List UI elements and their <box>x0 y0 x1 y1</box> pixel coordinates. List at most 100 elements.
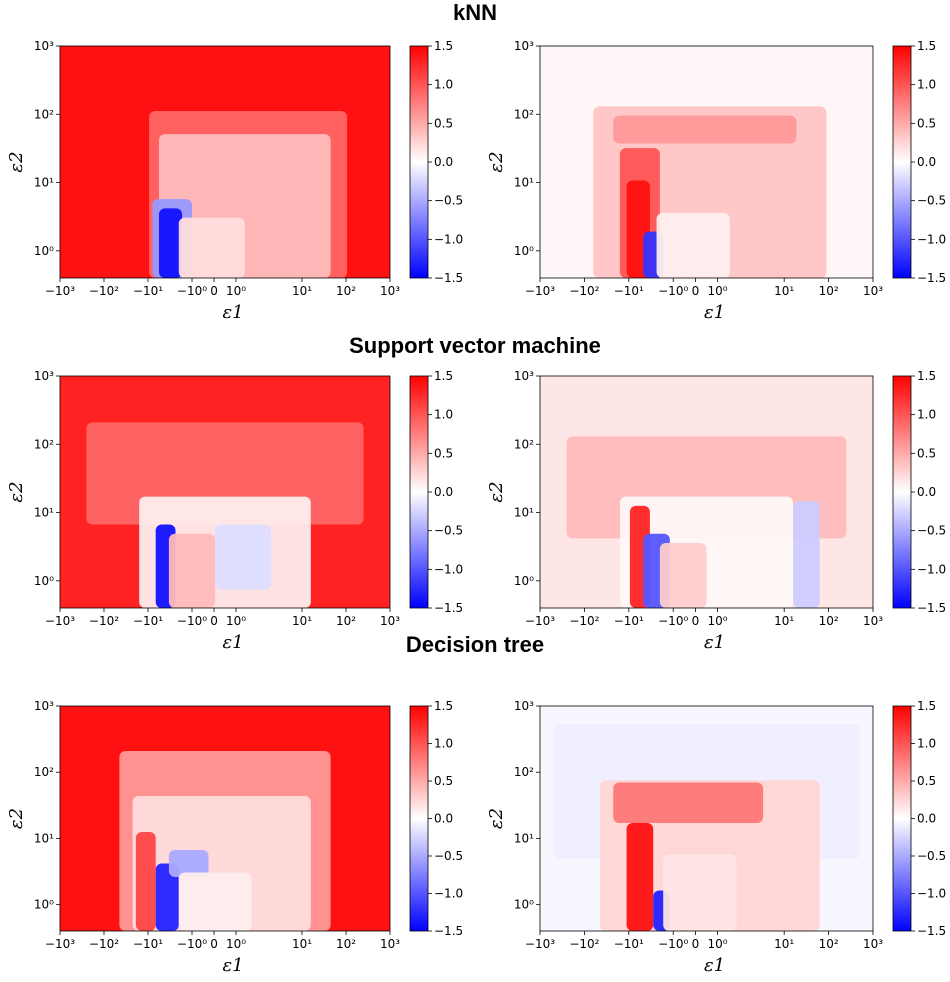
x-tick-label: 10² <box>819 614 839 628</box>
colorbar <box>892 375 912 609</box>
colorbar-tick-label: −1.0 <box>434 887 463 901</box>
heatmap-region <box>613 782 764 823</box>
x-axis-label: ε1 <box>222 302 243 323</box>
x-tick-label: −10¹ <box>614 284 644 298</box>
y-tick-label: 10² <box>514 107 534 121</box>
y-tick-label: 10² <box>34 437 54 451</box>
colorbar-tick-label: −1.0 <box>917 887 946 901</box>
heatmap-region <box>135 832 156 931</box>
y-tick-label: 10⁰ <box>34 898 54 912</box>
x-tick-label: −10² <box>89 937 119 951</box>
x-tick-label: −10² <box>89 614 119 628</box>
colorbar-tick-label: −1.5 <box>917 271 946 285</box>
colorbar <box>892 705 912 932</box>
x-tick-label: 10³ <box>380 937 400 951</box>
x-tick-label: −10¹ <box>133 937 163 951</box>
colorbar <box>409 45 429 279</box>
colorbar-tick-label: 1.0 <box>917 408 936 422</box>
x-tick-label: −10⁰ <box>658 937 688 951</box>
colorbar-tick-label: 1.5 <box>434 699 453 713</box>
y-tick-label: 10³ <box>34 39 54 53</box>
heatmap-decision-tree-right: −10³ −10² −10¹ −10⁰ 0 10⁰ 10¹ 10² 10³ 10⁰ 10¹ 10² 10… <box>486 699 946 976</box>
x-tick-label: −10³ <box>525 614 555 628</box>
x-tick-label: −10¹ <box>133 614 163 628</box>
x-tick-label: −10³ <box>45 614 75 628</box>
heatmap-region <box>155 863 179 931</box>
y-tick-label: 10¹ <box>514 506 534 520</box>
y-axis-label: ε2 <box>6 151 27 172</box>
x-tick-label: 10³ <box>863 284 883 298</box>
heatmap-region <box>656 213 730 278</box>
colorbar-tick-label: −0.5 <box>434 849 463 863</box>
colorbar-tick-label: 0.0 <box>434 155 453 169</box>
heatmap-decision-tree-left: −10³ −10² −10¹ −10⁰ 0 10⁰ 10¹ 10² 10³ 10⁰ 10¹ 10² 10… <box>6 699 463 976</box>
x-tick-label: 10² <box>819 937 839 951</box>
colorbar <box>409 705 429 932</box>
x-tick-label: 10¹ <box>774 614 794 628</box>
colorbar <box>409 375 429 609</box>
colorbar-tick-label: 0.5 <box>917 774 936 788</box>
x-tick-label: −10³ <box>45 284 75 298</box>
x-tick-label: −10¹ <box>614 614 644 628</box>
x-tick-label: 0 <box>210 937 218 951</box>
x-tick-label: −10² <box>569 614 599 628</box>
x-tick-label: −10⁰ <box>177 937 207 951</box>
x-tick-label: 10⁰ <box>226 614 246 628</box>
y-tick-label: 10¹ <box>34 506 54 520</box>
heatmap-region <box>159 208 183 278</box>
colorbar-tick-label: −0.5 <box>917 524 946 538</box>
colorbar-tick-label: −0.5 <box>917 194 946 208</box>
y-tick-label: 10³ <box>514 369 534 383</box>
x-tick-label: −10³ <box>45 937 75 951</box>
heatmap-region <box>178 217 245 278</box>
colorbar <box>892 45 912 279</box>
colorbar-tick-label: 1.0 <box>917 737 936 751</box>
y-tick-label: 10³ <box>514 39 534 53</box>
heatmap-svm-right: −10³ −10² −10¹ −10⁰ 0 10⁰ 10¹ 10² 10³ 10⁰ 10¹ 10² 10… <box>486 369 946 653</box>
x-axis-label: ε1 <box>222 632 243 653</box>
y-tick-label: 10¹ <box>34 831 54 845</box>
x-tick-label: 10² <box>336 937 356 951</box>
y-tick-label: 10² <box>34 765 54 779</box>
section-title-decision-tree: Decision tree <box>405 632 545 657</box>
y-axis-label: ε2 <box>486 481 507 502</box>
y-tick-label: 10² <box>34 107 54 121</box>
y-tick-label: 10³ <box>34 699 54 713</box>
colorbar-tick-label: 1.5 <box>917 369 936 383</box>
section-title-knn: kNN <box>452 0 497 25</box>
heatmap-svm-left: −10³ −10² −10¹ −10⁰ 0 10⁰ 10¹ 10² 10³ 10⁰ 10¹ 10² 10… <box>6 369 463 653</box>
x-tick-label: 10² <box>336 614 356 628</box>
x-tick-label: 10³ <box>380 614 400 628</box>
colorbar-tick-label: 1.0 <box>434 737 453 751</box>
heatmap-region <box>793 501 820 608</box>
x-tick-label: 10⁰ <box>708 937 728 951</box>
y-tick-label: 10³ <box>514 699 534 713</box>
x-axis-label: ε1 <box>704 632 725 653</box>
colorbar-tick-label: 1.5 <box>434 369 453 383</box>
x-tick-label: 10¹ <box>292 284 312 298</box>
colorbar-tick-label: 0.0 <box>917 155 936 169</box>
heatmap-region <box>178 872 252 931</box>
x-axis-label: ε1 <box>222 955 243 976</box>
heatmap-knn-right: −10³ −10² −10¹ −10⁰ 0 10⁰ 10¹ 10² 10³ 10⁰ 10¹ 10² 10… <box>486 39 946 323</box>
colorbar-tick-label: 1.0 <box>917 78 936 92</box>
x-tick-label: 10⁰ <box>226 937 246 951</box>
x-tick-label: 10¹ <box>774 937 794 951</box>
colorbar-tick-label: 1.0 <box>434 408 453 422</box>
x-tick-label: −10⁰ <box>658 284 688 298</box>
colorbar-tick-label: −1.5 <box>434 271 463 285</box>
x-tick-label: 10⁰ <box>226 284 246 298</box>
x-tick-label: 0 <box>210 284 218 298</box>
y-axis-label: ε2 <box>486 808 507 829</box>
colorbar-tick-label: −1.0 <box>917 232 946 246</box>
colorbar-tick-label: 0.0 <box>917 485 936 499</box>
y-tick-label: 10¹ <box>514 176 534 190</box>
heatmap-region <box>659 543 707 608</box>
x-tick-label: 10⁰ <box>708 284 728 298</box>
colorbar-tick-label: −0.5 <box>434 524 463 538</box>
colorbar-tick-label: 0.5 <box>434 446 453 460</box>
colorbar-tick-label: 0.0 <box>917 812 936 826</box>
colorbar-tick-label: −0.5 <box>917 849 946 863</box>
x-tick-label: 10³ <box>863 614 883 628</box>
x-tick-label: 10² <box>819 284 839 298</box>
